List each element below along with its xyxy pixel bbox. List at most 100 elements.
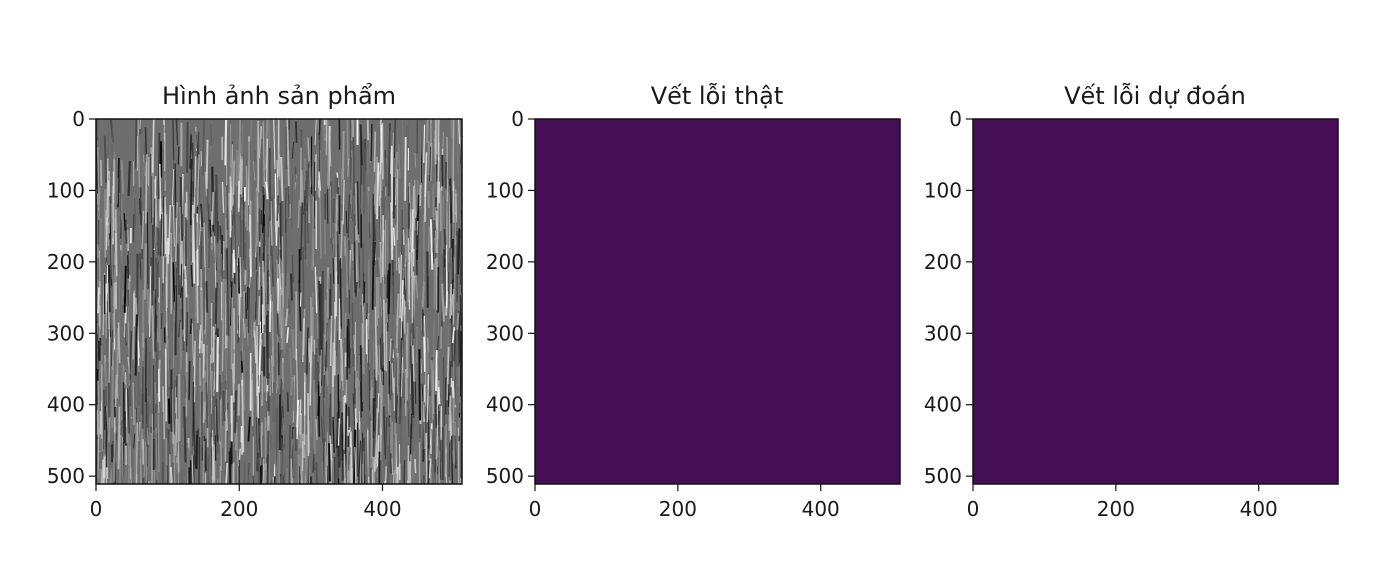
texture-streak (276, 281, 279, 314)
texture-streak (137, 419, 141, 441)
texture-streak (415, 180, 419, 216)
texture-streak (368, 410, 370, 477)
texture-streak (139, 433, 143, 484)
texture-streak (234, 126, 238, 195)
texture-streak (241, 321, 245, 369)
texture-streak (373, 131, 377, 172)
texture-streak (98, 187, 101, 211)
texture-streak (343, 453, 346, 484)
texture-streak (349, 203, 353, 220)
texture-streak (228, 451, 232, 484)
texture-streak (177, 418, 180, 472)
texture-streak (246, 326, 249, 347)
texture-streak (258, 126, 263, 159)
mask-image (973, 119, 1338, 484)
texture-streak (422, 404, 426, 450)
texture-streak (441, 358, 445, 419)
x-tick-label: 400 (802, 497, 840, 521)
texture-streak (247, 416, 251, 442)
panel-title: Hình ảnh sản phẩm (162, 82, 396, 110)
texture-streak (329, 435, 332, 460)
texture-streak (441, 196, 445, 254)
texture-streak (107, 282, 110, 330)
texture-streak (155, 427, 158, 480)
texture-streak (351, 119, 354, 141)
texture-streak (409, 394, 412, 424)
texture-streak (399, 407, 403, 464)
texture-streak (173, 286, 177, 322)
texture-streak (294, 427, 297, 452)
texture-streak (188, 360, 191, 401)
texture-streak (452, 180, 455, 240)
texture-streak (289, 347, 293, 377)
texture-streak (378, 206, 381, 243)
texture-streak (200, 287, 204, 354)
texture-streak (205, 382, 209, 429)
texture-streak (122, 382, 125, 444)
texture-streak (446, 178, 450, 202)
texture-streak (198, 221, 202, 246)
texture-streak (427, 215, 430, 240)
texture-streak (395, 466, 399, 484)
texture-streak (112, 440, 115, 458)
texture-streak (381, 229, 385, 278)
texture-streak (204, 370, 207, 439)
texture-streak (391, 285, 394, 349)
texture-streak (311, 216, 315, 271)
texture-streak (148, 416, 151, 468)
texture-streak (245, 165, 249, 231)
texture-streak (373, 241, 377, 266)
texture-streak (451, 327, 456, 344)
texture-streak (191, 455, 194, 484)
texture-streak (145, 446, 148, 484)
texture-streak (357, 258, 360, 281)
texture-streak (207, 325, 211, 386)
texture-streak (150, 147, 153, 177)
texture-streak (182, 282, 186, 335)
texture-streak (195, 177, 199, 206)
texture-streak (182, 336, 185, 352)
texture-streak (376, 162, 380, 220)
texture-streak (183, 376, 187, 392)
texture-streak (439, 427, 441, 480)
texture-streak (196, 134, 199, 158)
texture-streak (211, 362, 215, 431)
texture-streak (286, 273, 290, 310)
texture-streak (167, 299, 170, 345)
texture-streak (379, 157, 383, 199)
texture-streak (460, 476, 462, 484)
texture-streak (368, 191, 371, 239)
texture-streak (123, 365, 126, 389)
texture-streak (157, 392, 160, 414)
texture-streak (133, 341, 136, 387)
texture-streak (225, 185, 229, 230)
texture-streak (450, 119, 454, 139)
texture-streak (245, 270, 248, 310)
y-tick-label: 400 (486, 393, 524, 417)
texture-streak (221, 278, 225, 352)
texture-streak (262, 121, 265, 188)
texture-streak (141, 210, 145, 250)
texture-streak (437, 386, 441, 405)
texture-streak (210, 354, 212, 414)
y-tick-label: 0 (72, 107, 85, 131)
texture-streak (332, 416, 335, 453)
texture-streak (222, 390, 226, 421)
texture-streak (236, 246, 240, 266)
texture-streak (135, 422, 138, 483)
texture-streak (321, 461, 324, 484)
texture-streak (276, 313, 280, 337)
texture-streak (286, 468, 289, 484)
texture-streak (302, 471, 304, 484)
texture-streak (408, 182, 412, 229)
y-tick-label: 300 (486, 321, 524, 345)
texture-streak (262, 194, 265, 233)
texture-streak (345, 465, 348, 484)
y-tick-label: 400 (924, 393, 962, 417)
texture-streak (243, 462, 246, 484)
texture-streak (345, 210, 348, 234)
texture-streak (158, 215, 161, 231)
texture-streak (311, 146, 314, 185)
texture-streak (152, 303, 156, 318)
texture-streak (258, 321, 261, 393)
